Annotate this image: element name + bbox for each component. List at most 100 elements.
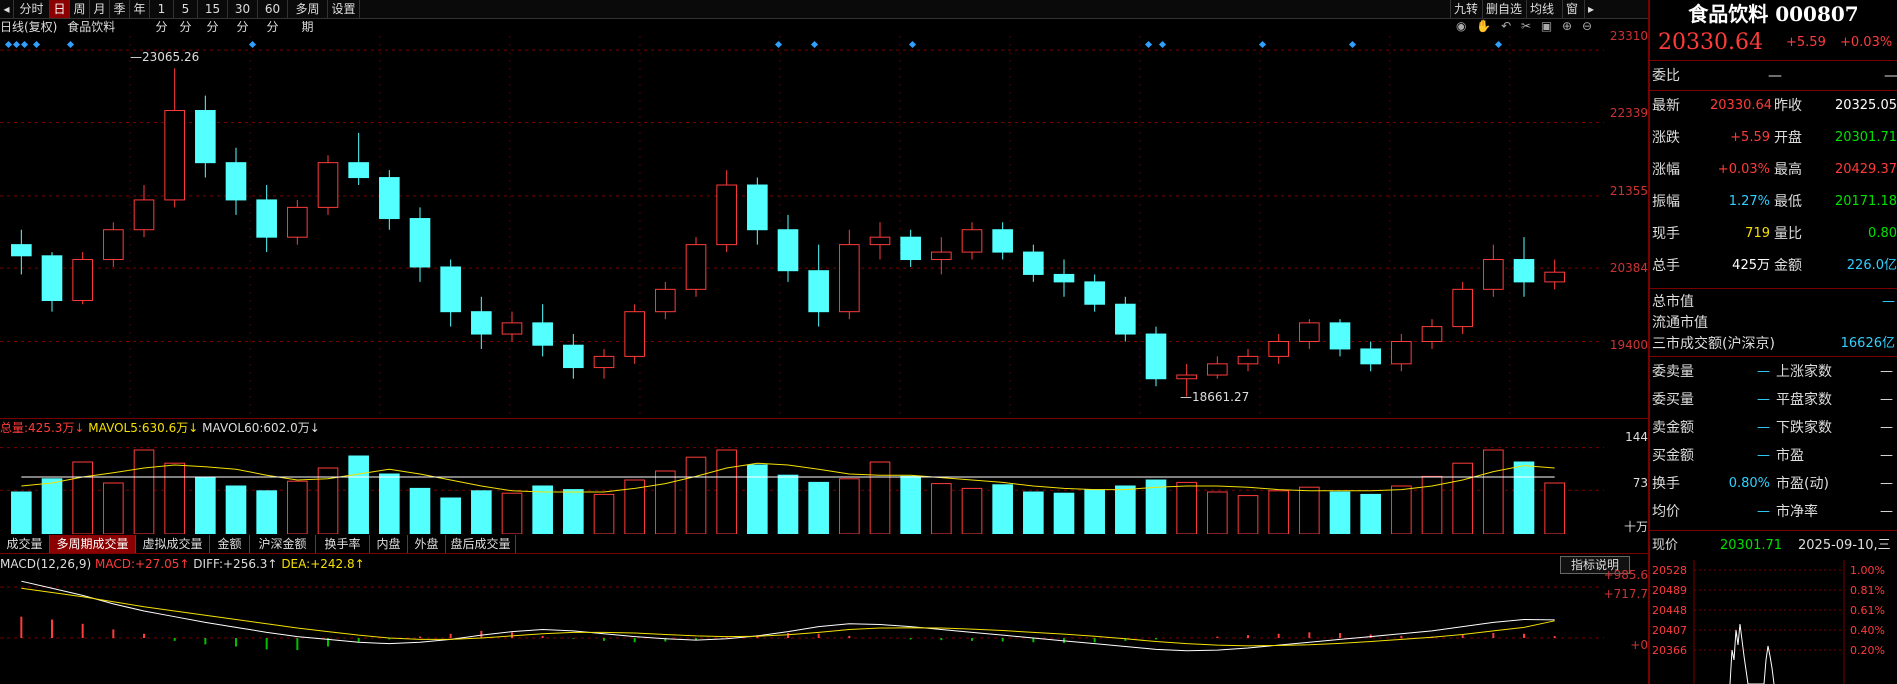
toolbar-right-item[interactable]: 均线	[1526, 0, 1562, 18]
period-tab[interactable]: 分时	[14, 0, 50, 18]
macd-value: +27.05	[134, 557, 180, 571]
indicator-tab[interactable]: 虚拟成交量	[136, 535, 210, 553]
zoom-in-icon[interactable]: ⊕	[1562, 19, 1573, 33]
period-tab[interactable]: 15分	[198, 0, 228, 34]
signal-marker	[908, 40, 917, 49]
period-tab[interactable]: 1分	[150, 0, 174, 34]
volume-legend: 总量:425.3万↓ MAVOL5:630.6万↓ MAVOL60:602.0万…	[0, 421, 320, 435]
candle-body	[164, 110, 185, 201]
macd-axis: +985.6 +717.7 +0	[1603, 568, 1648, 652]
candle	[777, 214, 799, 282]
index-name-label: 食品饮料	[67, 20, 116, 34]
indicator-tab[interactable]: 换手率	[316, 535, 370, 553]
toolbar-right-item[interactable]: 九转	[1450, 0, 1482, 18]
candle-body	[961, 229, 983, 253]
candle-body	[1023, 251, 1044, 275]
breadth-value: —	[1880, 476, 1893, 491]
indicator-tab[interactable]: 多周期成交量	[50, 535, 136, 553]
volume-bar	[808, 481, 829, 534]
breadth-value: 0.80%	[1728, 476, 1770, 491]
period-tab[interactable]: 周	[70, 0, 90, 18]
period-tab[interactable]: 30分	[228, 0, 258, 34]
candle	[869, 222, 891, 260]
mini-axis-right: 0.40%	[1850, 624, 1885, 637]
candle-body	[256, 199, 277, 238]
volume-bar	[440, 497, 461, 534]
indicator-tab[interactable]: 内盘	[370, 535, 408, 553]
period-tab[interactable]: 60分	[258, 0, 288, 34]
candle-body	[1145, 333, 1167, 380]
candle-body	[501, 322, 523, 335]
indicator-tab[interactable]: 沪深金额	[250, 535, 316, 553]
candle-body	[1299, 322, 1320, 342]
stat-row: 现手 719 量比 0.80	[1650, 224, 1897, 244]
candle-body	[1115, 303, 1136, 335]
indicator-tab[interactable]: 金额	[210, 535, 250, 553]
price-tick: 23310	[1609, 29, 1648, 43]
volume-bar	[471, 490, 492, 534]
volume-bar	[72, 461, 93, 534]
stat-value: 0.80	[1868, 226, 1897, 241]
undo-icon[interactable]: ↶	[1501, 19, 1512, 33]
candle	[685, 237, 707, 297]
candle-body	[900, 236, 921, 261]
stat-label: 总手	[1652, 258, 1680, 274]
indicator-tab[interactable]: 盘后成交量	[446, 535, 516, 553]
next-icon[interactable]: ▸	[1584, 0, 1602, 18]
diff-value: +256.3	[223, 557, 268, 571]
toolbar-right-item[interactable]: 窗	[1562, 0, 1584, 18]
zoom-out-icon[interactable]: ⊖	[1581, 19, 1592, 33]
indicator-tab[interactable]: 成交量	[0, 535, 50, 553]
volume-axis: 144 73 十万	[1623, 430, 1648, 534]
candle-body	[1237, 355, 1259, 365]
candle	[72, 252, 93, 305]
indicator-tab[interactable]: 外盘	[408, 535, 446, 553]
breadth-row: 换手 0.80% 市盈(动) —	[1650, 474, 1897, 494]
lock-icon[interactable]: ▣	[1540, 19, 1553, 33]
volume-bar	[1483, 449, 1504, 534]
volume-chart[interactable]	[0, 420, 1604, 534]
breadth-label: 委卖量	[1652, 364, 1694, 380]
macd-chart[interactable]	[0, 560, 1604, 684]
volume-bar	[41, 478, 63, 534]
prev-icon[interactable]: ◂	[0, 0, 14, 18]
stat-label: 最高	[1774, 162, 1802, 178]
volume-bar	[655, 470, 676, 534]
stat-row: 涨幅 +0.03% 最高 20429.37	[1650, 160, 1897, 180]
candle-body	[440, 266, 461, 313]
period-tab[interactable]: 设置	[328, 0, 360, 18]
market-label: 总市值	[1652, 294, 1694, 310]
breadth-row: 卖金额 — 下跌家数 —	[1650, 418, 1897, 438]
period-tab[interactable]: 日	[50, 0, 70, 18]
period-tab[interactable]: 季	[110, 0, 130, 18]
mini-axis-left: 20528	[1652, 564, 1687, 577]
period-tab[interactable]: 月	[90, 0, 110, 18]
dea-value: +242.8	[310, 557, 355, 571]
candle-body	[225, 162, 247, 201]
scissors-icon[interactable]: ✂	[1520, 19, 1532, 33]
candle	[1084, 274, 1105, 312]
signal-marker	[248, 40, 257, 49]
breadth-row: 委卖量 — 上涨家数 —	[1650, 362, 1897, 382]
market-row: 总市值 —	[1650, 292, 1897, 312]
candle	[1053, 259, 1075, 297]
candlestick-chart[interactable]	[0, 36, 1604, 416]
toolbar-right-item[interactable]: 删自选	[1482, 0, 1526, 18]
period-tab[interactable]: 多周期	[288, 0, 328, 34]
indicator-explain-button[interactable]: 指标说明	[1560, 556, 1630, 574]
period-tab[interactable]: 5分	[174, 0, 198, 34]
breadth-label: 买金额	[1652, 448, 1694, 464]
candle	[1299, 319, 1320, 349]
low-annotation: —18661.27	[1180, 390, 1250, 404]
intraday-mini-chart[interactable]: 20528 1.00% 20489 0.81% 20448 0.61% 20407 0.40%…	[1650, 560, 1897, 684]
stat-value: 20301.71	[1834, 130, 1897, 145]
volume-bar	[256, 490, 277, 534]
candle-body	[747, 184, 768, 231]
candle	[900, 229, 921, 267]
chart-tools: ◉ ✋ ↶ ✂ ▣ ⊕ ⊖	[1450, 19, 1592, 35]
period-tab[interactable]: 年	[130, 0, 150, 18]
stat-label: 最低	[1774, 194, 1802, 210]
hand-icon[interactable]: ✋	[1476, 19, 1492, 33]
candle	[992, 222, 1013, 260]
eye-icon[interactable]: ◉	[1456, 19, 1467, 33]
